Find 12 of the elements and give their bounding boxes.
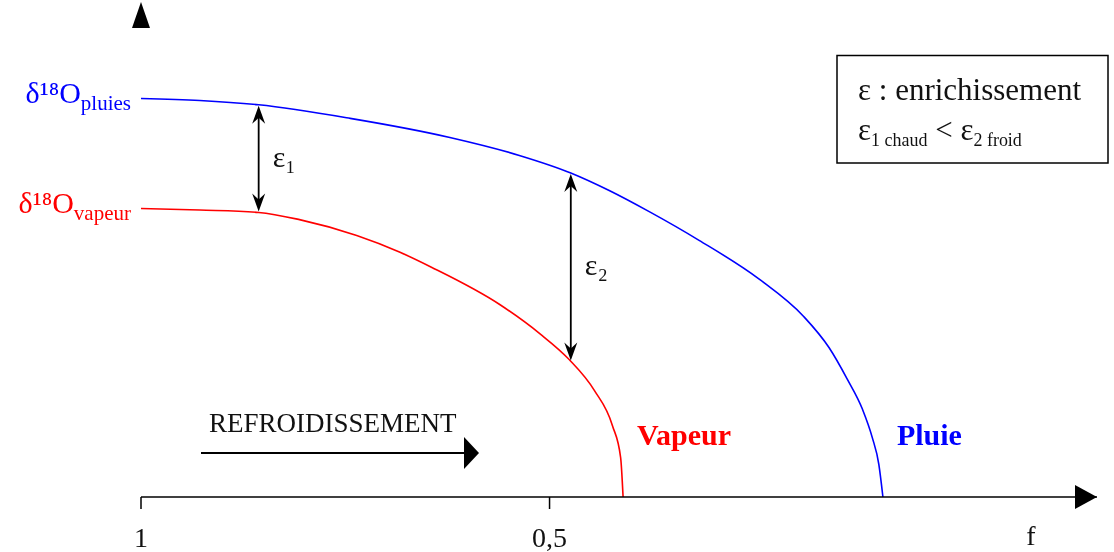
annotation: ε$_{1 chaud}$ < ε$_{2 froid}$	[858, 112, 1022, 151]
series-label: Vapeur	[637, 418, 732, 451]
x-tick-label: 0,5	[532, 522, 568, 552]
x-axis-title: f	[1026, 520, 1037, 551]
annotation: REFROIDISSEMENT	[209, 408, 458, 438]
annotation: ε₂	[584, 248, 608, 282]
x-tick-label: 1	[134, 522, 148, 552]
annotation: ε₁	[272, 139, 296, 173]
annotation: ε : enrichissement	[858, 71, 1082, 107]
annotation: δ¹⁸O$_{pluies}$	[25, 76, 131, 116]
series-label: Pluie	[896, 418, 962, 451]
annotation: δ¹⁸O$_{vapeur}$	[18, 186, 131, 226]
